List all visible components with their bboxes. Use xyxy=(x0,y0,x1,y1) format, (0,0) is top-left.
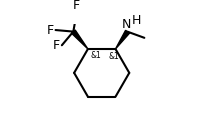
Polygon shape xyxy=(116,30,129,49)
Text: F: F xyxy=(47,24,54,36)
Polygon shape xyxy=(72,30,88,49)
Text: &1: &1 xyxy=(90,51,101,60)
Text: F: F xyxy=(53,39,60,52)
Text: H: H xyxy=(132,14,141,27)
Text: &1: &1 xyxy=(108,52,119,61)
Text: N: N xyxy=(122,18,131,31)
Text: F: F xyxy=(73,0,80,12)
